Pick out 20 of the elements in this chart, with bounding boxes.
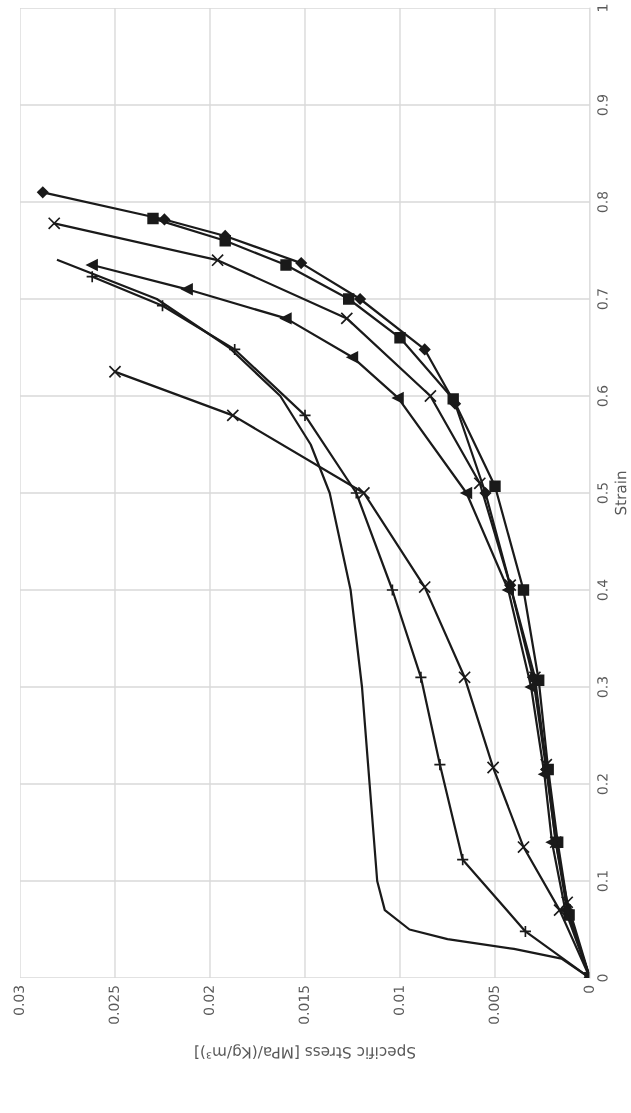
y-axis-title: Strain bbox=[614, 471, 627, 515]
x-tick-label: 0 bbox=[583, 985, 595, 993]
x-tick-label: 0.02 bbox=[203, 986, 215, 1015]
x-tick-label: 0.005 bbox=[488, 986, 500, 1024]
y-tick-label: 0.6 bbox=[597, 385, 608, 407]
y-tick-label: 1 bbox=[597, 4, 608, 11]
y-tick-label: 0.2 bbox=[597, 774, 608, 795]
x-tick-label: 0.01 bbox=[393, 986, 405, 1015]
x-tick-label: 0.015 bbox=[298, 986, 310, 1024]
y-tick-label: 0.7 bbox=[597, 289, 608, 310]
y-tick-label: 0.8 bbox=[597, 191, 608, 213]
x-tick-label: 0.03 bbox=[13, 986, 25, 1015]
y-tick-label: 0 bbox=[597, 974, 608, 982]
x-axis-title: Specific Stress [MPa/(Kg/m³)] bbox=[195, 1044, 416, 1059]
y-tick-label: 0.1 bbox=[597, 871, 608, 892]
y-tick-label: 0.9 bbox=[597, 94, 608, 116]
y-tick-label: 0.4 bbox=[597, 579, 608, 601]
x-tick-label: 0.025 bbox=[108, 986, 120, 1024]
y-tick-label: 0.3 bbox=[597, 677, 608, 698]
y-tick-label: 0.5 bbox=[597, 483, 608, 504]
